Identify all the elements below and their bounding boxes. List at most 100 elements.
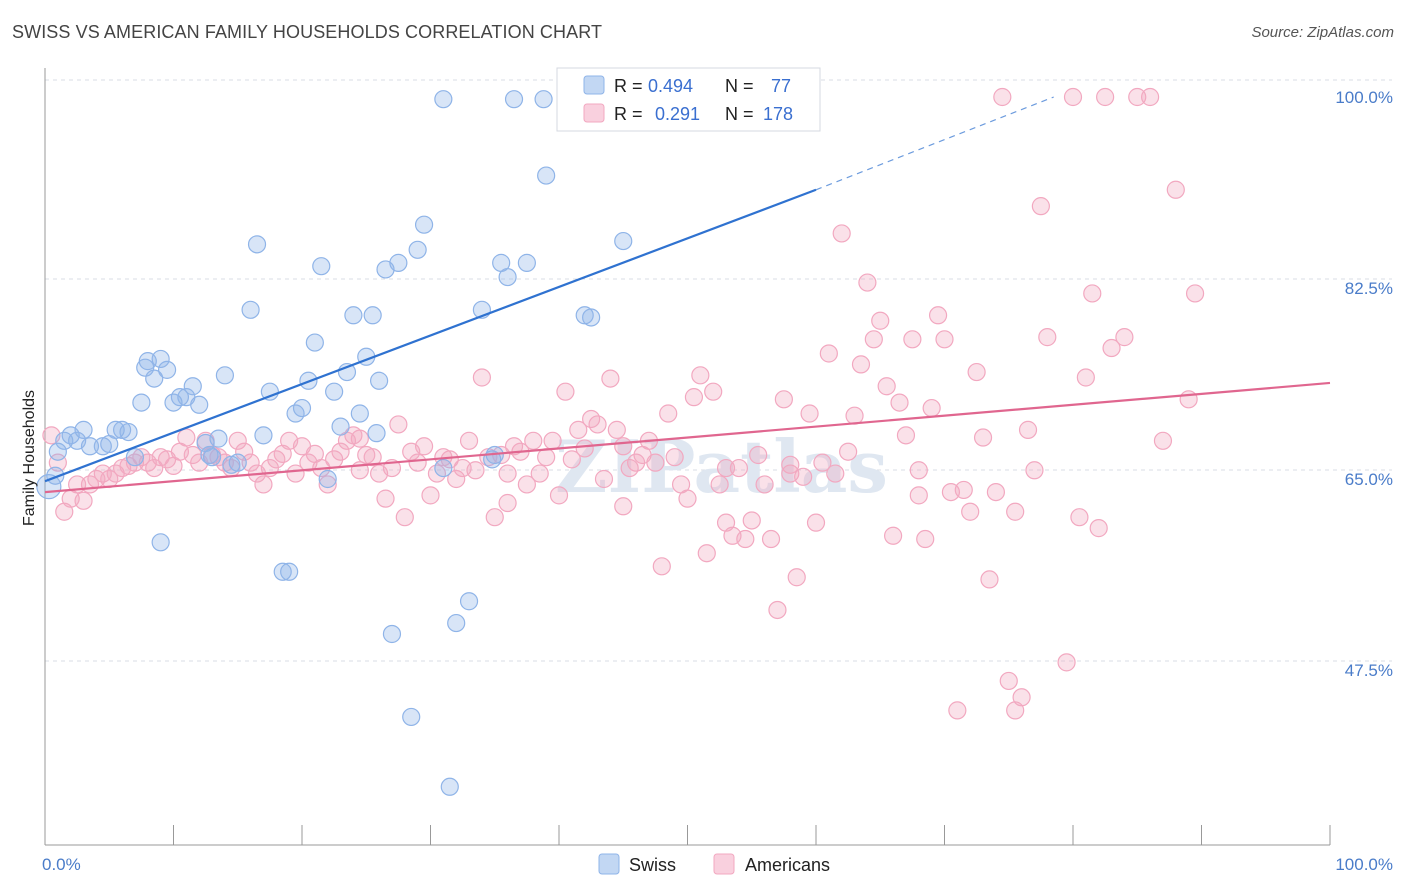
americans-point [626,453,646,472]
americans-point [806,513,826,532]
americans-point [928,306,948,325]
americans-point [273,444,292,463]
americans-point [1018,420,1038,439]
americans-point [537,448,556,467]
swiss-point [614,231,633,251]
swiss-point [74,420,93,439]
americans-point [1115,328,1134,347]
americans-point [286,464,305,483]
americans-point [800,404,819,423]
americans-point [318,475,337,494]
swiss-point [132,393,151,412]
americans-point [819,344,838,363]
americans-point [1025,461,1044,480]
swiss-point [389,253,408,272]
americans-point [1057,653,1076,672]
americans-point [980,570,999,589]
americans-point [954,480,973,500]
swiss-trend-extension [815,96,1054,191]
trend-lines [44,96,1331,494]
swiss-point [318,469,337,489]
americans-point [241,453,260,472]
swiss-point [292,398,312,418]
swiss-point [200,445,219,465]
americans-point [1031,197,1050,216]
americans-point [832,224,851,243]
americans-point [909,461,928,480]
swiss-point [447,613,466,633]
americans-point [877,377,896,396]
americans-point [781,455,800,474]
americans-point [890,393,909,412]
americans-point [498,464,517,483]
americans-point [1006,701,1025,720]
swiss-point [36,474,62,500]
chart-source: Source: ZipAtlas.com [1251,24,1394,41]
americans-point [903,330,922,349]
americans-point [614,437,633,456]
swiss-point [382,624,402,644]
americans-point [55,502,74,521]
americans-point [710,475,729,494]
americans-point [646,453,665,472]
americans-point [1185,284,1205,303]
legend-americans-r-value: 0.291 [655,104,700,124]
americans-point [755,475,774,494]
chart-title: SWISS VS AMERICAN FAMILY HOUSEHOLDS CORR… [12,22,603,42]
americans-point [601,369,620,388]
americans-point [948,701,967,720]
americans-point [472,368,491,387]
legend-americans-n-label: N = [725,104,754,124]
bottom-legend-swiss: Swiss [629,855,676,875]
swiss-point [537,166,556,185]
americans-point [228,431,247,450]
americans-point [826,464,845,483]
swiss-point [119,422,138,442]
americans-point [177,428,196,447]
swiss-point [48,442,67,461]
americans-point [665,448,684,467]
swiss-point [459,592,479,611]
swiss-point [157,360,177,379]
americans-point [678,489,697,508]
swiss-point [363,306,382,325]
americans-point [524,431,543,450]
americans-point [749,445,768,465]
americans-point [395,508,414,527]
swiss-point [254,426,273,445]
grid-lines [45,79,1392,662]
americans-point [498,493,517,513]
americans-point [607,420,626,439]
bottom-legend: Swiss Americans [598,853,830,875]
americans-point [716,513,736,532]
americans-point [1102,338,1121,358]
americans-point [961,502,980,521]
axes [44,68,1331,846]
swiss-point [312,257,331,276]
americans-point [736,529,755,549]
americans-trend-line [44,381,1331,494]
americans-point [614,497,633,516]
swiss-point [434,90,453,109]
americans-point [363,448,382,467]
americans-point [839,442,858,461]
swiss-point [170,388,190,407]
legend-swiss-r-label: R = [614,76,643,96]
americans-point [594,469,614,489]
swiss-point [402,707,421,727]
swiss-point [305,333,324,352]
x-tick-label: 0.0% [42,855,81,874]
swiss-point [125,448,145,467]
swiss-trend-line [44,188,817,483]
americans-point [871,311,890,330]
americans-point [1089,519,1108,538]
americans-point [376,489,395,508]
swiss-point [209,429,228,448]
swiss-point [273,562,292,581]
americans-point [447,469,466,489]
legend-swatch-swiss [583,75,605,95]
y-tick-label: 100.0% [1335,88,1393,107]
americans-point [1166,180,1185,199]
americans-point [145,458,164,478]
americans-points [42,87,1205,720]
